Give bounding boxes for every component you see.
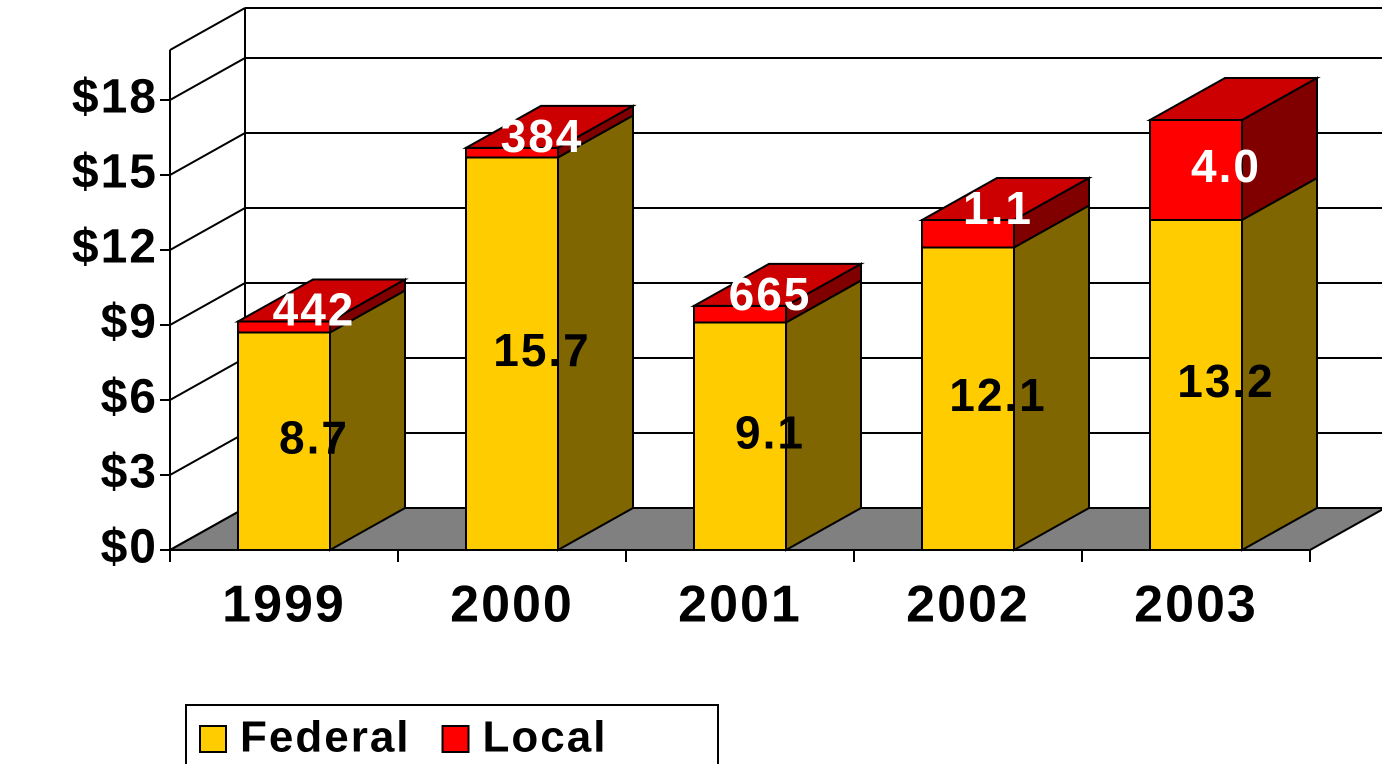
x-tick-label: 1999	[222, 576, 346, 634]
data-label: 12.1	[949, 369, 1047, 421]
data-label: 4.0	[1191, 140, 1261, 192]
legend-swatch	[441, 725, 470, 753]
data-label: 442	[273, 284, 356, 336]
bar-top	[462, 104, 637, 149]
y-tick-label: $12	[72, 221, 158, 274]
data-label: 9.1	[735, 406, 805, 458]
grid-line	[169, 432, 246, 476]
grid-line	[169, 282, 246, 326]
bar-top	[690, 262, 865, 307]
bar-segment	[1149, 219, 1243, 551]
legend-swatch	[199, 725, 227, 753]
legend-label: Federal	[240, 713, 411, 762]
grid-line	[169, 207, 246, 251]
y-tick-label: $18	[72, 71, 158, 124]
data-label: 8.7	[279, 411, 349, 463]
bar-top	[234, 278, 409, 323]
x-tick-label: 2003	[1134, 576, 1258, 634]
x-tick-label: 2001	[678, 576, 802, 634]
grid-line	[169, 57, 246, 101]
bar-top	[1146, 77, 1321, 121]
y-tick-label: $0	[101, 521, 158, 574]
data-label: 384	[501, 110, 584, 162]
y-tick-label: $3	[101, 446, 158, 499]
bar-segment	[1149, 119, 1243, 221]
y-tick-label: $6	[101, 371, 158, 424]
x-tick-label: 2000	[450, 576, 574, 634]
y-tick-label: $9	[101, 296, 158, 349]
side-wall-edge	[169, 7, 246, 51]
y-tick-label: $15	[72, 146, 158, 199]
data-label: 13.2	[1177, 355, 1275, 407]
data-label: 665	[729, 268, 812, 320]
grid-line	[169, 507, 246, 551]
data-label: 15.7	[493, 324, 591, 376]
legend-label: Local	[483, 713, 608, 762]
bar-top	[918, 177, 1093, 221]
data-label: 1.1	[963, 182, 1033, 234]
bar-segment	[237, 331, 331, 551]
grid-line	[169, 132, 246, 176]
bar-segment	[465, 156, 559, 551]
grid-line	[169, 357, 246, 401]
x-tick-label: 2002	[906, 576, 1030, 634]
